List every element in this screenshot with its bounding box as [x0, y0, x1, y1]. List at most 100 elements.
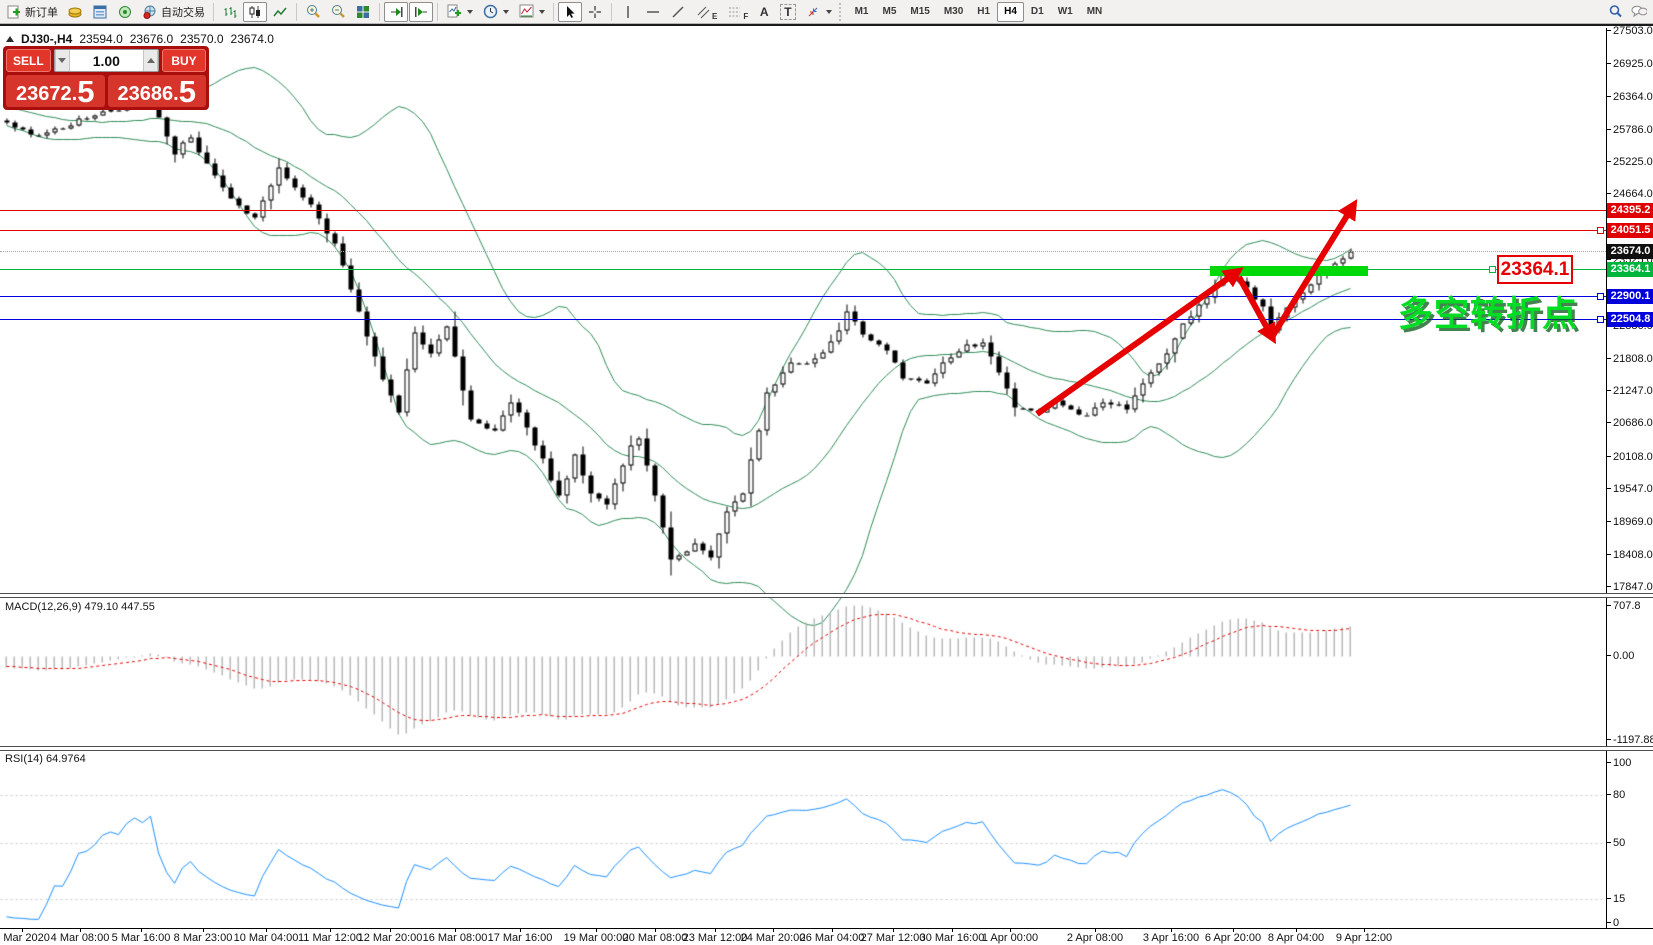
timeframe-MN[interactable]: MN	[1080, 2, 1110, 22]
horizontal-line-24051.5[interactable]	[0, 229, 1606, 231]
price-badge-23364.1: 23364.1	[1607, 262, 1653, 278]
timeframe-M15[interactable]: M15	[903, 2, 936, 22]
price-callout-label[interactable]: 23364.1	[1497, 255, 1573, 284]
fibonacci-button[interactable]: F	[722, 2, 752, 22]
time-axis-label: 5 Mar 16:00	[111, 932, 171, 944]
price-tick-label: 25786.0	[1607, 123, 1653, 136]
time-axis-label: 16 Mar 08:00	[422, 932, 488, 944]
horizontal-line-22504.8[interactable]	[0, 318, 1606, 320]
navigator-button[interactable]	[113, 2, 137, 22]
bar-chart-button[interactable]	[218, 2, 242, 22]
timeframe-M1[interactable]: M1	[848, 2, 876, 22]
pane-separator[interactable]	[0, 746, 1653, 751]
toolbar-separator	[611, 2, 612, 21]
text-label-button[interactable]: T	[776, 2, 799, 22]
bid-decimal-point: .	[71, 83, 78, 105]
time-axis-label: 24 Mar 20:00	[740, 932, 806, 944]
trade-panel-prices: 23672. 5 23686. 5	[6, 75, 206, 107]
time-tick-mark	[1364, 929, 1365, 932]
price-tick-label: 19547.0	[1607, 483, 1653, 496]
bid-big-digit: 5	[77, 74, 95, 109]
search-button[interactable]	[1603, 2, 1627, 22]
new-order-button[interactable]: 新订单	[2, 2, 62, 22]
bid-main-digits: 23672	[16, 83, 72, 105]
ask-decimal-point: .	[173, 83, 179, 105]
cursor-button[interactable]	[558, 1, 582, 22]
timeframe-W1[interactable]: W1	[1051, 2, 1080, 22]
toolbar-separator	[437, 2, 438, 21]
auto-trading-label: 自动交易	[161, 6, 205, 19]
line-handle[interactable]	[1597, 315, 1604, 323]
toolbar-separator	[213, 2, 214, 21]
line-handle[interactable]	[1597, 292, 1604, 300]
crosshair-button[interactable]	[583, 2, 607, 22]
new-order-label: 新订单	[25, 6, 58, 19]
zoom-out-button[interactable]	[326, 2, 350, 22]
chart-window: 23364.1 多空转折点 DJ30-,H4 23594.0 23676.0 2…	[0, 24, 1653, 945]
dropdown-caret	[539, 9, 545, 14]
rsi-axis-label: 0	[1606, 917, 1620, 929]
auto-scroll-button[interactable]	[384, 1, 408, 22]
line-handle[interactable]	[1597, 226, 1604, 234]
text-tool-button[interactable]: A	[753, 2, 775, 22]
chart-shift-button[interactable]	[409, 1, 433, 22]
turning-point-annotation[interactable]: 多空转折点	[1398, 295, 1579, 334]
time-tick-mark	[952, 929, 953, 932]
price-tick-label: 24664.0	[1607, 188, 1653, 201]
search-icon	[1607, 4, 1623, 20]
market-watch-icon	[67, 4, 83, 20]
time-axis-label: 2 Apr 08:00	[1066, 932, 1124, 944]
time-tick-mark	[1296, 929, 1297, 932]
pane-separator[interactable]	[0, 593, 1653, 598]
chart-canvas[interactable]	[0, 28, 1606, 928]
high-value: 23676.0	[129, 32, 174, 46]
periods-button[interactable]	[478, 2, 513, 22]
time-axis-label: 27 Mar 12:00	[860, 932, 926, 944]
horizontal-line-23364.1[interactable]	[0, 269, 1606, 271]
buy-button[interactable]: BUY	[162, 49, 206, 72]
one-click-trading-panel: SELL BUY 23672.5 23686.5	[3, 46, 209, 110]
price-axis[interactable]: 27503.0 26925.0 26364.0 25786.0 25225.0 24664…	[1606, 25, 1653, 929]
equidistant-channel-button[interactable]: E	[691, 2, 721, 22]
volume-decrease-button[interactable]	[54, 50, 70, 71]
zoom-in-button[interactable]	[301, 2, 325, 22]
rsi-axis-label: 100	[1606, 757, 1632, 769]
timeframe-D1[interactable]: D1	[1024, 2, 1051, 22]
timeframe-H4[interactable]: H4	[997, 1, 1024, 22]
line-handle[interactable]	[1489, 266, 1496, 274]
timeframe-M5[interactable]: M5	[875, 2, 903, 22]
support-zone-rectangle[interactable]	[1210, 266, 1368, 276]
buy-price-display[interactable]: 23686. 5	[107, 75, 206, 107]
price-tick-label: 21808.0	[1607, 352, 1653, 365]
timeframe-M30[interactable]: M30	[937, 2, 970, 22]
sell-price-display[interactable]: 23672. 5	[6, 75, 105, 107]
price-tick-label: 27503.0	[1607, 25, 1653, 37]
tile-windows-button[interactable]	[351, 2, 375, 22]
sell-button[interactable]: SELL	[6, 49, 51, 72]
dropdown-caret	[503, 9, 509, 14]
chat-button[interactable]	[1627, 2, 1651, 22]
arrows-tool-button[interactable]	[801, 2, 836, 22]
trendline-button[interactable]	[666, 2, 690, 22]
vertical-line-button[interactable]	[616, 2, 640, 22]
data-window-button[interactable]	[88, 2, 112, 22]
collapse-panel-arrow[interactable]	[6, 36, 14, 42]
time-axis-label: 10 Mar 04:00	[233, 932, 299, 944]
horizontal-line-23674[interactable]	[0, 251, 1606, 253]
horizontal-line-button[interactable]	[641, 2, 665, 22]
volume-increase-button[interactable]	[143, 50, 158, 71]
cursor-icon	[562, 4, 578, 20]
time-tick-mark	[330, 929, 331, 932]
horizontal-line-24395.2[interactable]	[0, 209, 1606, 211]
indicators-button[interactable]	[442, 2, 477, 22]
timeframe-H1[interactable]: H1	[970, 2, 997, 22]
line-chart-button[interactable]	[268, 2, 292, 22]
candlestick-chart-button[interactable]	[243, 1, 267, 22]
auto-trading-button[interactable]: 自动交易	[138, 2, 209, 22]
templates-button[interactable]	[514, 2, 549, 22]
horizontal-line-22900.1[interactable]	[0, 295, 1606, 297]
market-watch-button[interactable]	[63, 2, 87, 22]
volume-input[interactable]	[69, 50, 143, 71]
equidistant-channel-icon	[695, 4, 711, 20]
